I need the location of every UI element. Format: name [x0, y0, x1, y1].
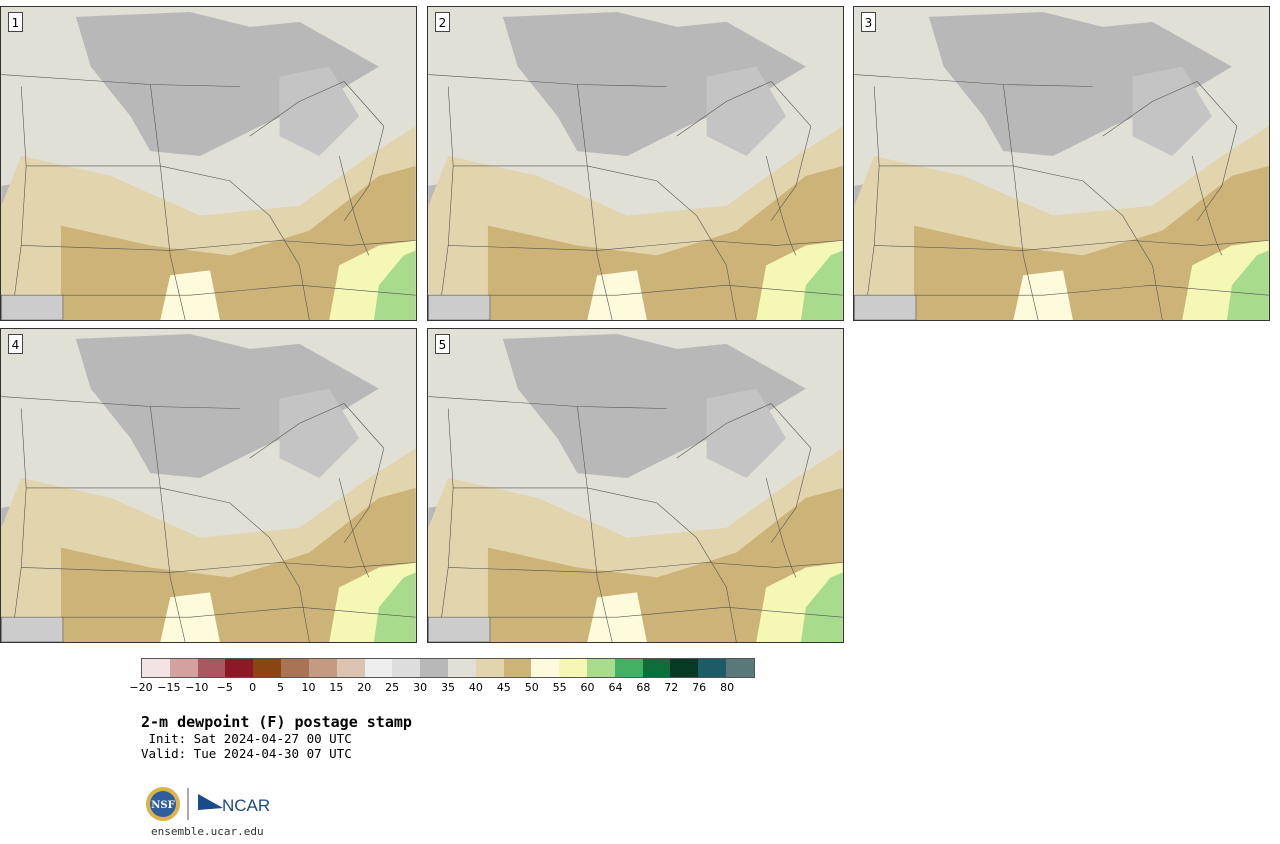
legend-swatch: [420, 659, 448, 677]
legend-tick-label: 10: [301, 681, 316, 694]
legend-tick-label: 15: [329, 681, 344, 694]
legend-swatch: [281, 659, 309, 677]
panel-number: 3: [861, 12, 876, 32]
ncar-logo-text: NCAR: [222, 796, 270, 815]
legend-tick-label: 0: [249, 681, 257, 694]
legend-swatch: [308, 659, 337, 677]
legend-tick-label: 60: [580, 681, 595, 694]
legend-swatch: [531, 659, 560, 677]
legend-swatch: [587, 659, 615, 677]
legend-tick-label: 35: [441, 681, 455, 694]
panel-number: 1: [8, 12, 23, 32]
legend-swatch: [169, 659, 198, 677]
nsf-logo-text: NSF: [151, 800, 174, 811]
legend-swatch: [642, 659, 671, 677]
legend-tick-label: −10: [185, 681, 209, 694]
forecast-panel-1: 1: [0, 6, 417, 321]
panel-number: 5: [435, 334, 450, 354]
init-time: Init: Sat 2024-04-27 00 UTC: [141, 731, 352, 746]
color-legend-bar: [141, 658, 755, 678]
legend-tick-label: 68: [636, 681, 651, 694]
legend-swatch: [142, 659, 170, 677]
legend-tick-label: 45: [496, 681, 511, 694]
panel-number: 4: [8, 334, 23, 354]
map-1: [1, 7, 416, 320]
legend-tick-label: 5: [277, 681, 285, 694]
nsf-logo: NSF: [146, 787, 180, 821]
legend-swatch: [670, 659, 699, 677]
map-2: [428, 7, 843, 320]
legend-swatch: [364, 659, 393, 677]
legend-tick-label: 40: [468, 681, 483, 694]
legend-tick-label: 50: [524, 681, 539, 694]
site-url: ensemble.ucar.edu: [151, 825, 264, 838]
legend-tick-label: 30: [413, 681, 428, 694]
legend-tick-label: 20: [357, 681, 372, 694]
legend-tick-label: 72: [664, 681, 679, 694]
legend-swatch: [698, 659, 727, 677]
legend-tick-label: 76: [692, 681, 707, 694]
legend-swatch: [614, 659, 643, 677]
legend-swatch: [392, 659, 421, 677]
map-5: [428, 329, 843, 642]
legend-swatch: [559, 659, 587, 677]
legend-swatch: [197, 659, 226, 677]
legend-swatch: [503, 659, 532, 677]
map-3: [854, 7, 1269, 320]
legend-tick-label: 55: [552, 681, 567, 694]
legend-tick-label: −5: [216, 681, 233, 694]
sponsor-logos: NSF NCAR: [145, 786, 275, 822]
legend-tick-label: 64: [608, 681, 623, 694]
forecast-panel-4: 4: [0, 328, 417, 643]
legend-swatch: [253, 659, 282, 677]
legend-swatch: [475, 659, 504, 677]
map-4: [1, 329, 416, 642]
legend-tick-label: −20: [129, 681, 153, 694]
legend-swatch: [726, 659, 754, 677]
forecast-panel-3: 3: [853, 6, 1270, 321]
forecast-panel-5: 5: [427, 328, 844, 643]
legend-swatch: [447, 659, 476, 677]
legend-tick-label: −15: [157, 681, 181, 694]
panel-number: 2: [435, 12, 450, 32]
valid-time: Valid: Tue 2024-04-30 07 UTC: [141, 746, 352, 761]
legend-swatch: [225, 659, 254, 677]
legend-tick-label: 80: [720, 681, 735, 694]
ncar-logo: NCAR: [198, 794, 270, 815]
color-legend-ticks: −20 −15 −10 −5 0 5 10 15 20 25 30 35 40 45 50 55 60 64 68 7…: [129, 681, 755, 695]
legend-tick-label: 25: [385, 681, 400, 694]
plot-title: 2-m dewpoint (F) postage stamp: [141, 713, 412, 731]
forecast-panel-2: 2: [427, 6, 844, 321]
legend-swatch: [336, 659, 365, 677]
